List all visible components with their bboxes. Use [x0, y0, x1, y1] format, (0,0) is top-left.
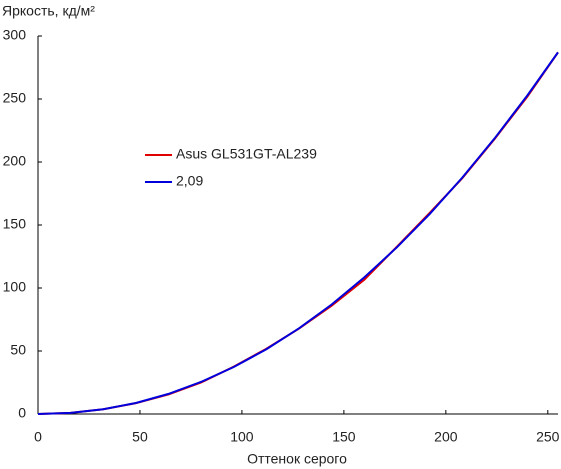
line — [37, 51, 559, 415]
y-tick-label: 200 — [3, 153, 27, 169]
y-tick-label: 250 — [3, 90, 27, 106]
x-axis-label: Оттенок серого — [247, 451, 347, 467]
y-axis-label: Яркость, кд/м² — [2, 3, 95, 19]
y-tick-label: 150 — [3, 216, 27, 232]
y-tick-label: 50 — [10, 342, 26, 358]
y-tick-label: 0 — [18, 405, 26, 421]
x-tick-label: 50 — [132, 429, 148, 445]
y-tick-label: 300 — [3, 27, 27, 43]
x-tick-label: 250 — [536, 429, 560, 445]
line — [37, 51, 559, 415]
x-tick-label: 200 — [434, 429, 458, 445]
x-tick-label: 100 — [230, 429, 254, 445]
y-tick-label: 100 — [3, 279, 27, 295]
x-tick-label: 150 — [332, 429, 356, 445]
x-tick-label: 0 — [34, 429, 42, 445]
legend-label: 2,09 — [176, 173, 203, 189]
legend-label: Asus GL531GT-AL239 — [176, 146, 317, 162]
